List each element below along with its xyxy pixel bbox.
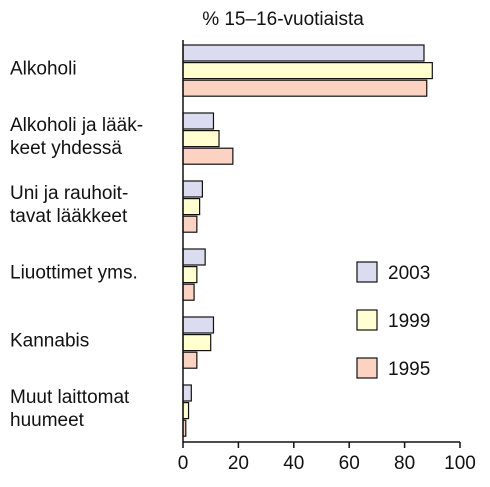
bar: [182, 180, 203, 198]
x-tick-label: 100: [444, 453, 476, 474]
bar: [182, 266, 198, 284]
legend-label: 1999: [388, 311, 430, 332]
x-tick-label: 80: [394, 453, 415, 474]
legend-swatch: [356, 261, 378, 283]
category-label: Muut laittomat huumeet: [10, 387, 130, 432]
legend-label: 2003: [388, 263, 430, 284]
bar: [182, 61, 433, 80]
category-label: Alkoholi: [10, 58, 77, 80]
bar: [182, 351, 198, 369]
category-label: Uni ja rauhoit- tavat lääkkeet: [10, 183, 129, 228]
x-tick-label: 60: [339, 453, 360, 474]
bar: [182, 334, 212, 352]
bar: [182, 44, 425, 62]
bar: [182, 283, 195, 301]
bar: [182, 130, 220, 148]
bar: [182, 198, 201, 216]
bar: [182, 215, 198, 233]
x-tick-label: 20: [228, 453, 249, 474]
category-label: Liuottimet yms.: [10, 262, 138, 284]
bar: [182, 402, 190, 420]
category-label: Alkoholi ja lääk- keet yhdessä: [10, 115, 144, 160]
category-label: Kannabis: [10, 330, 90, 352]
x-tick-label: 0: [178, 453, 189, 474]
bar: [182, 112, 215, 130]
legend-label: 1995: [388, 359, 430, 380]
bar: [182, 248, 206, 266]
legend-swatch: [356, 357, 378, 379]
x-tick-label: 40: [283, 453, 304, 474]
chart-title: % 15–16-vuotiaista: [202, 9, 364, 30]
bar: [182, 79, 428, 97]
bar: [182, 147, 234, 165]
bar: [182, 316, 215, 334]
legend-swatch: [356, 309, 378, 331]
bar: [182, 384, 192, 402]
